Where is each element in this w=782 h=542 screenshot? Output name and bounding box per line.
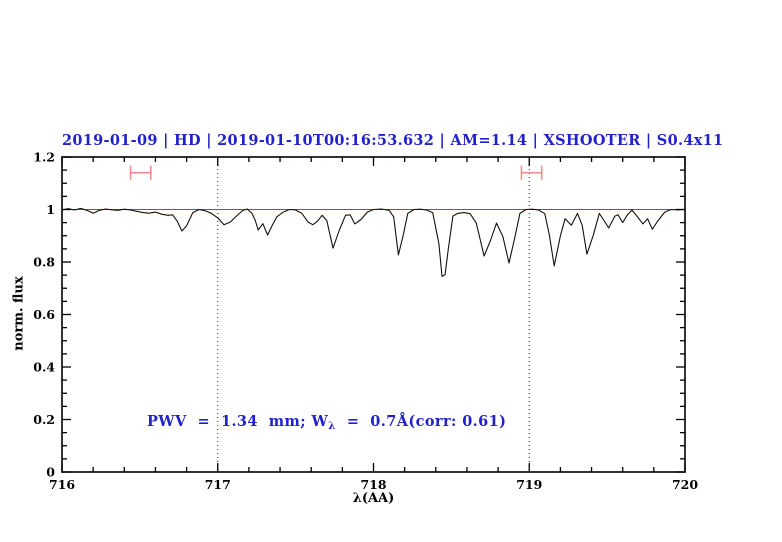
y-tick-label: 0 — [46, 465, 55, 480]
plot-title: 2019-01-09 | HD | 2019-01-10T00:16:53.63… — [62, 132, 724, 149]
pwv-annotation-suffix: = 0.7Å(corr: 0.61) — [335, 413, 507, 430]
spectrum-line — [61, 207, 686, 277]
x-axis-label: λ(AA) — [352, 491, 395, 506]
x-tick-label: 717 — [205, 477, 231, 492]
x-tick-label: 718 — [360, 477, 386, 492]
y-tick-label: 0.8 — [33, 255, 55, 270]
pwv-annotation-prefix: PWV = 1.34 mm; W — [147, 413, 329, 430]
x-tick-label: 716 — [49, 477, 75, 492]
x-tick-label: 719 — [516, 477, 542, 492]
y-tick-label: 0.4 — [33, 360, 55, 375]
pwv-annotation: PWV = 1.34 mm; Wλ = 0.7Å(corr: 0.61) — [147, 413, 506, 432]
y-axis-label: norm. flux — [11, 276, 27, 351]
y-tick-label: 1.2 — [33, 150, 55, 165]
pwv-annotation-subscript: λ — [328, 420, 336, 432]
y-tick-label: 0.6 — [33, 307, 55, 322]
y-tick-label: 0.2 — [33, 412, 55, 427]
y-tick-label: 1 — [46, 202, 55, 217]
x-tick-label: 720 — [672, 477, 698, 492]
